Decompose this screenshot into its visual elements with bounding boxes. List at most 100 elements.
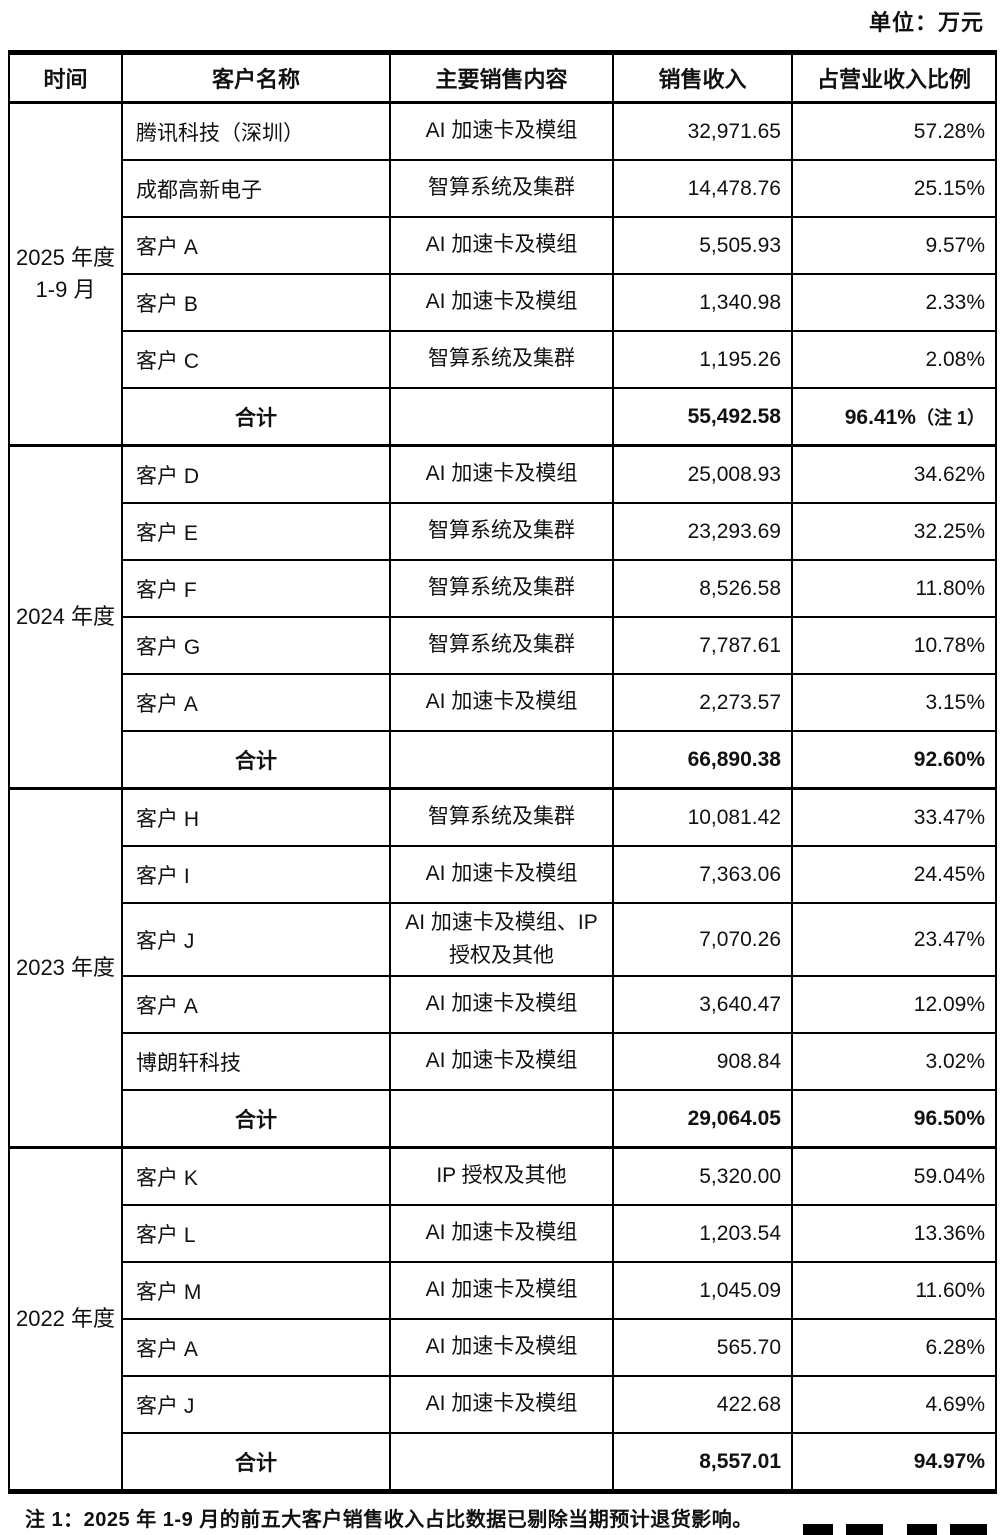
total-ratio-cell: 92.60%: [791, 730, 997, 790]
total-ratio-note: （注 1）: [915, 407, 985, 428]
table-row: 2025 年度 1-9 月腾讯科技（深圳） AI 加速卡及模组 32,971.65 57…: [8, 101, 997, 447]
total-ratio-value: 96.50%: [913, 1106, 985, 1130]
ratio-cell: 12.09%: [791, 975, 997, 1035]
total-content-cell: [389, 1432, 614, 1493]
total-revenue-cell: 55,492.58: [612, 387, 793, 447]
period-cell: 2022 年度: [8, 1146, 123, 1493]
table-row: 客户 L AI 加速卡及模组 1,203.54 13.36%: [9, 1204, 997, 1264]
ratio-cell: 9.57%: [791, 216, 997, 275]
customer-cell: 客户 L: [121, 1204, 391, 1264]
header-revenue-ratio: 占营业收入比例: [791, 51, 997, 104]
revenue-cell: 1,045.09: [612, 1261, 793, 1321]
table-row: 客户 E 智算系统及集群 23,293.69 32.25%: [9, 502, 997, 561]
customer-cell: 客户 F: [121, 559, 391, 618]
ratio-cell: 6.28%: [791, 1318, 997, 1378]
revenue-cell: 25,008.93: [612, 444, 793, 504]
ratio-cell: 59.04%: [791, 1146, 997, 1207]
table-row: 客户 C 智算系统及集群 1,195.26 2.08%: [9, 330, 997, 389]
period-line1: 2025 年度: [15, 245, 116, 271]
table-row: 2022 年度 客户 K IP 授权及其他 5,320.00 59.04%: [8, 1146, 997, 1493]
period-line2: 1-9 月: [35, 277, 96, 302]
customer-cell: 客户 A: [121, 1318, 391, 1378]
period-cell: 2023 年度: [8, 786, 123, 1149]
table-row: 客户 J AI 加速卡及模组、IP 授权及其他 7,070.26 23.47%: [9, 901, 997, 978]
revenue-cell: 32,971.65: [612, 101, 793, 161]
period-cell: 2024 年度: [8, 444, 123, 790]
revenue-cell: 5,320.00: [612, 1146, 793, 1207]
ratio-cell: 11.60%: [791, 1261, 997, 1321]
header-main-sales-content: 主要销售内容: [389, 51, 614, 104]
revenue-cell: 8,526.58: [612, 559, 793, 618]
revenue-cell: 7,363.06: [612, 845, 793, 904]
total-label: 合计: [121, 387, 391, 447]
table-row: 2023 年度 客户 H 智算系统及集群 10,081.42 33.47%: [8, 786, 997, 1149]
customer-cell: 客户 J: [121, 1375, 391, 1435]
content-cell: 智算系统及集群: [389, 502, 614, 561]
content-cell: 智算系统及集群: [389, 330, 614, 389]
document-page: { "unit_label": "单位：万元", "footnote": "注 …: [8, 10, 997, 1535]
customer-cell: 客户 C: [121, 330, 391, 389]
table-row: 客户 G 智算系统及集群 7,787.61 10.78%: [9, 616, 997, 675]
content-cell: AI 加速卡及模组: [389, 101, 614, 161]
content-cell: AI 加速卡及模组: [389, 1375, 614, 1435]
content-cell: AI 加速卡及模组: [389, 444, 614, 504]
top-customers-table: 时间 客户名称 主要销售内容 销售收入 占营业收入比例 2025 年度 1-9 月…: [8, 50, 997, 1495]
footnote: 注 1：2025 年 1-9 月的前五大客户销售收入占比数据已剔除当期预计退货影…: [25, 1509, 753, 1532]
total-content-cell: [389, 730, 614, 790]
ratio-cell: 23.47%: [791, 901, 997, 978]
ratio-cell: 11.80%: [791, 559, 997, 618]
content-cell: AI 加速卡及模组: [389, 216, 614, 275]
ratio-cell: 34.62%: [791, 444, 997, 504]
table-row: 客户 J AI 加速卡及模组 422.68 4.69%: [9, 1375, 997, 1435]
customer-cell: 客户 A: [121, 673, 391, 732]
revenue-cell: 565.70: [612, 1318, 793, 1378]
total-ratio-cell: 96.50%: [791, 1089, 997, 1149]
table-wrap: 时间 客户名称 主要销售内容 销售收入 占营业收入比例 2025 年度 1-9 月…: [8, 50, 997, 1535]
customer-cell: 客户 M: [121, 1261, 391, 1321]
revenue-cell: 23,293.69: [612, 502, 793, 561]
content-cell: IP 授权及其他: [389, 1146, 614, 1207]
total-row: 合计 8,557.01 94.97%: [9, 1432, 997, 1493]
customer-cell: 博朗轩科技: [121, 1032, 391, 1092]
ratio-cell: 24.45%: [791, 845, 997, 904]
unit-label: 单位：万元: [868, 10, 984, 35]
header-customer-name: 客户名称: [121, 51, 391, 104]
total-row: 合计 55,492.58 96.41%（注 1）: [9, 387, 997, 447]
customer-cell: 客户 K: [121, 1146, 391, 1207]
total-label: 合计: [121, 1089, 391, 1149]
table-body: 2025 年度 1-9 月腾讯科技（深圳） AI 加速卡及模组 32,971.65 57…: [8, 101, 997, 1493]
total-row: 合计 29,064.05 96.50%: [9, 1089, 997, 1149]
content-cell: AI 加速卡及模组: [389, 1261, 614, 1321]
total-ratio-value: 94.97%: [913, 1449, 985, 1473]
revenue-cell: 422.68: [612, 1375, 793, 1435]
ratio-cell: 32.25%: [791, 502, 997, 561]
total-row: 合计 66,890.38 92.60%: [9, 730, 997, 790]
revenue-cell: 3,640.47: [612, 975, 793, 1035]
table-row: 2024 年度 客户 D AI 加速卡及模组 25,008.93 34.62%: [8, 444, 997, 790]
content-cell: AI 加速卡及模组: [389, 1318, 614, 1378]
customer-cell: 客户 A: [121, 216, 391, 275]
customer-cell: 成都高新电子: [121, 159, 391, 218]
table-row: 客户 A AI 加速卡及模组 5,505.93 9.57%: [9, 216, 997, 275]
total-revenue-cell: 8,557.01: [612, 1432, 793, 1493]
table-row: 客户 A AI 加速卡及模组 2,273.57 3.15%: [9, 673, 997, 732]
total-ratio-cell: 96.41%（注 1）: [791, 387, 997, 447]
content-cell: AI 加速卡及模组、IP 授权及其他: [389, 901, 614, 978]
revenue-cell: 908.84: [612, 1032, 793, 1092]
total-content-cell: [389, 1089, 614, 1149]
ratio-cell: 3.15%: [791, 673, 997, 732]
period-cell: 2025 年度 1-9 月: [8, 101, 123, 447]
ratio-cell: 2.08%: [791, 330, 997, 389]
table-row: 博朗轩科技 AI 加速卡及模组 908.84 3.02%: [9, 1032, 997, 1092]
header-time: 时间: [8, 51, 123, 104]
content-cell: AI 加速卡及模组: [389, 845, 614, 904]
period-line1: 2024 年度: [15, 604, 116, 630]
customer-cell: 客户 J: [121, 901, 391, 978]
table-row: 客户 F 智算系统及集群 8,526.58 11.80%: [9, 559, 997, 618]
table-row: 客户 B AI 加速卡及模组 1,340.98 2.33%: [9, 273, 997, 332]
customer-cell: 客户 A: [121, 975, 391, 1035]
customer-cell: 腾讯科技（深圳）: [121, 101, 391, 161]
ratio-cell: 3.02%: [791, 1032, 997, 1092]
revenue-cell: 2,273.57: [612, 673, 793, 732]
header-sales-revenue: 销售收入: [612, 51, 793, 104]
